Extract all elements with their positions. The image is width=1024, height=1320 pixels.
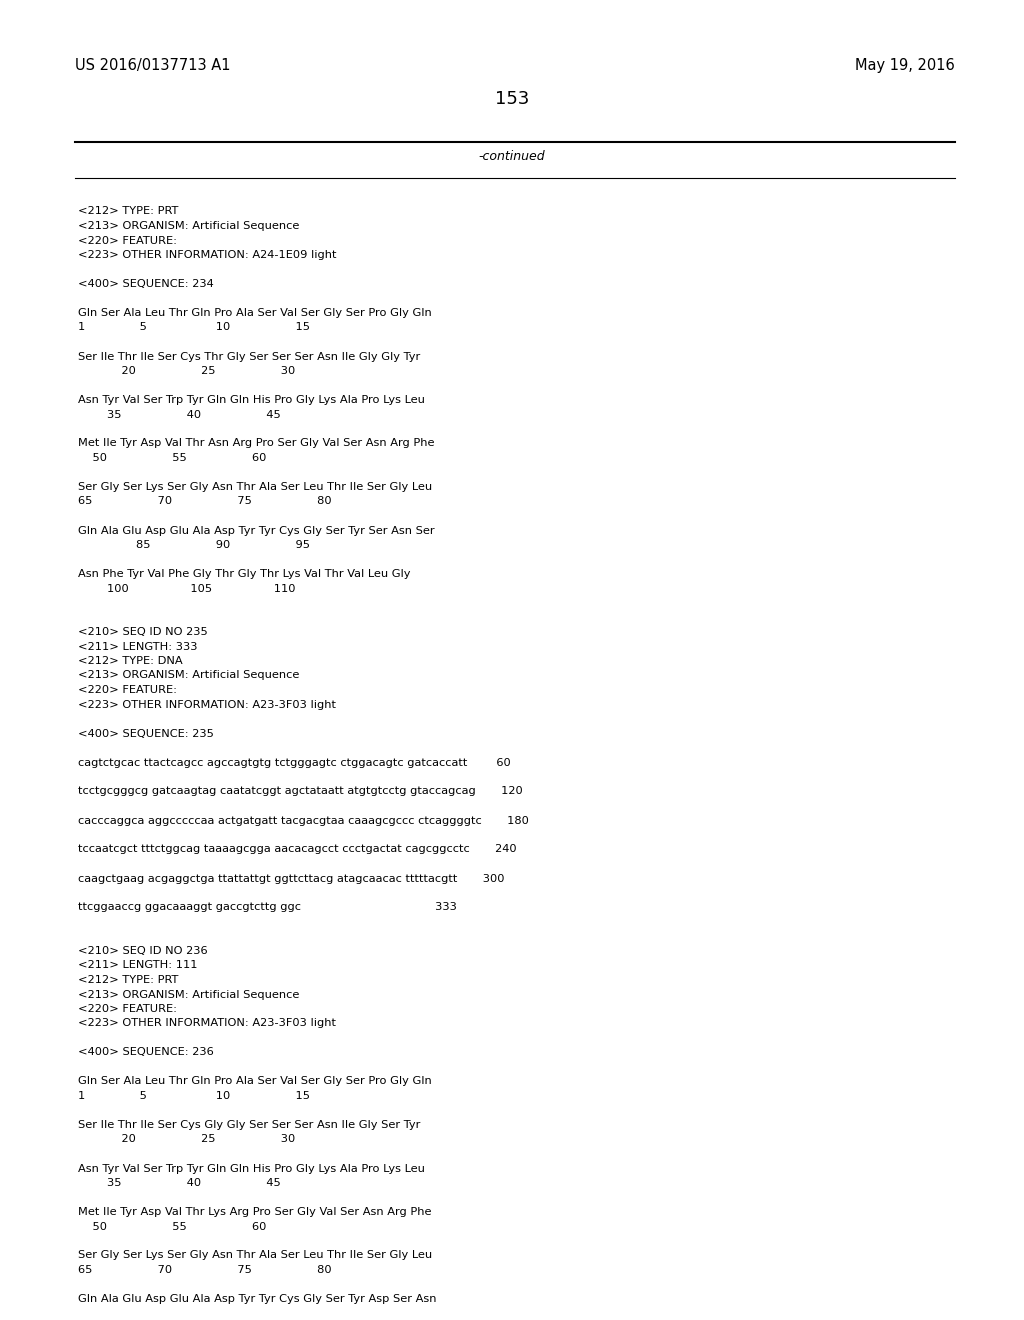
Text: <400> SEQUENCE: 235: <400> SEQUENCE: 235 [78,729,214,738]
Text: 50                  55                  60: 50 55 60 [78,453,266,463]
Text: 153: 153 [495,90,529,108]
Text: caagctgaag acgaggctga ttattattgt ggttcttacg atagcaacac tttttacgtt       300: caagctgaag acgaggctga ttattattgt ggttctt… [78,874,505,883]
Text: 1               5                   10                  15: 1 5 10 15 [78,322,310,333]
Text: <223> OTHER INFORMATION: A24-1E09 light: <223> OTHER INFORMATION: A24-1E09 light [78,249,337,260]
Text: 50                  55                  60: 50 55 60 [78,1221,266,1232]
Text: US 2016/0137713 A1: US 2016/0137713 A1 [75,58,230,73]
Text: <400> SEQUENCE: 236: <400> SEQUENCE: 236 [78,1048,214,1057]
Text: Ser Ile Thr Ile Ser Cys Thr Gly Ser Ser Ser Asn Ile Gly Gly Tyr: Ser Ile Thr Ile Ser Cys Thr Gly Ser Ser … [78,351,420,362]
Text: Met Ile Tyr Asp Val Thr Asn Arg Pro Ser Gly Val Ser Asn Arg Phe: Met Ile Tyr Asp Val Thr Asn Arg Pro Ser … [78,438,434,449]
Text: Asn Tyr Val Ser Trp Tyr Gln Gln His Pro Gly Lys Ala Pro Lys Leu: Asn Tyr Val Ser Trp Tyr Gln Gln His Pro … [78,395,425,405]
Text: <210> SEQ ID NO 236: <210> SEQ ID NO 236 [78,946,208,956]
Text: 35                  40                  45: 35 40 45 [78,1177,281,1188]
Text: Ser Gly Ser Lys Ser Gly Asn Thr Ala Ser Leu Thr Ile Ser Gly Leu: Ser Gly Ser Lys Ser Gly Asn Thr Ala Ser … [78,1250,432,1261]
Text: <211> LENGTH: 111: <211> LENGTH: 111 [78,961,198,970]
Text: 65                  70                  75                  80: 65 70 75 80 [78,496,332,507]
Text: <213> ORGANISM: Artificial Sequence: <213> ORGANISM: Artificial Sequence [78,990,299,999]
Text: 20                  25                  30: 20 25 30 [78,1134,295,1144]
Text: <223> OTHER INFORMATION: A23-3F03 light: <223> OTHER INFORMATION: A23-3F03 light [78,700,336,710]
Text: <212> TYPE: DNA: <212> TYPE: DNA [78,656,182,667]
Text: Gln Ser Ala Leu Thr Gln Pro Ala Ser Val Ser Gly Ser Pro Gly Gln: Gln Ser Ala Leu Thr Gln Pro Ala Ser Val … [78,1077,432,1086]
Text: Asn Tyr Val Ser Trp Tyr Gln Gln His Pro Gly Lys Ala Pro Lys Leu: Asn Tyr Val Ser Trp Tyr Gln Gln His Pro … [78,1163,425,1173]
Text: <210> SEQ ID NO 235: <210> SEQ ID NO 235 [78,627,208,638]
Text: May 19, 2016: May 19, 2016 [855,58,955,73]
Text: <220> FEATURE:: <220> FEATURE: [78,235,177,246]
Text: 35                  40                  45: 35 40 45 [78,409,281,420]
Text: Ser Ile Thr Ile Ser Cys Gly Gly Ser Ser Ser Asn Ile Gly Ser Tyr: Ser Ile Thr Ile Ser Cys Gly Gly Ser Ser … [78,1119,421,1130]
Text: cacccaggca aggcccccaa actgatgatt tacgacgtaa caaagcgccc ctcaggggtc       180: cacccaggca aggcccccaa actgatgatt tacgacg… [78,816,528,825]
Text: <213> ORGANISM: Artificial Sequence: <213> ORGANISM: Artificial Sequence [78,671,299,681]
Text: tcctgcgggcg gatcaagtag caatatcggt agctataatt atgtgtcctg gtaccagcag       120: tcctgcgggcg gatcaagtag caatatcggt agctat… [78,787,522,796]
Text: <220> FEATURE:: <220> FEATURE: [78,1005,177,1014]
Text: <400> SEQUENCE: 234: <400> SEQUENCE: 234 [78,279,214,289]
Text: cagtctgcac ttactcagcc agccagtgtg tctgggagtc ctggacagtc gatcaccatt        60: cagtctgcac ttactcagcc agccagtgtg tctggga… [78,758,511,767]
Text: tccaatcgct tttctggcag taaaagcgga aacacagcct ccctgactat cagcggcctc       240: tccaatcgct tttctggcag taaaagcgga aacacag… [78,845,517,854]
Text: <212> TYPE: PRT: <212> TYPE: PRT [78,206,178,216]
Text: Gln Ala Glu Asp Glu Ala Asp Tyr Tyr Cys Gly Ser Tyr Ser Asn Ser: Gln Ala Glu Asp Glu Ala Asp Tyr Tyr Cys … [78,525,434,536]
Text: Met Ile Tyr Asp Val Thr Lys Arg Pro Ser Gly Val Ser Asn Arg Phe: Met Ile Tyr Asp Val Thr Lys Arg Pro Ser … [78,1206,431,1217]
Text: Asn Phe Tyr Val Phe Gly Thr Gly Thr Lys Val Thr Val Leu Gly: Asn Phe Tyr Val Phe Gly Thr Gly Thr Lys … [78,569,411,579]
Text: <223> OTHER INFORMATION: A23-3F03 light: <223> OTHER INFORMATION: A23-3F03 light [78,1019,336,1028]
Text: <220> FEATURE:: <220> FEATURE: [78,685,177,696]
Text: Gln Ser Ala Leu Thr Gln Pro Ala Ser Val Ser Gly Ser Pro Gly Gln: Gln Ser Ala Leu Thr Gln Pro Ala Ser Val … [78,308,432,318]
Text: ttcggaaccg ggacaaaggt gaccgtcttg ggc                                     333: ttcggaaccg ggacaaaggt gaccgtcttg ggc 333 [78,903,457,912]
Text: Ser Gly Ser Lys Ser Gly Asn Thr Ala Ser Leu Thr Ile Ser Gly Leu: Ser Gly Ser Lys Ser Gly Asn Thr Ala Ser … [78,482,432,492]
Text: 65                  70                  75                  80: 65 70 75 80 [78,1265,332,1275]
Text: <213> ORGANISM: Artificial Sequence: <213> ORGANISM: Artificial Sequence [78,220,299,231]
Text: -continued: -continued [478,150,546,162]
Text: <211> LENGTH: 333: <211> LENGTH: 333 [78,642,198,652]
Text: 100                 105                 110: 100 105 110 [78,583,296,594]
Text: 20                  25                  30: 20 25 30 [78,366,295,376]
Text: 1               5                   10                  15: 1 5 10 15 [78,1092,310,1101]
Text: 85                  90                  95: 85 90 95 [78,540,310,550]
Text: <212> TYPE: PRT: <212> TYPE: PRT [78,975,178,985]
Text: Gln Ala Glu Asp Glu Ala Asp Tyr Tyr Cys Gly Ser Tyr Asp Ser Asn: Gln Ala Glu Asp Glu Ala Asp Tyr Tyr Cys … [78,1294,436,1304]
